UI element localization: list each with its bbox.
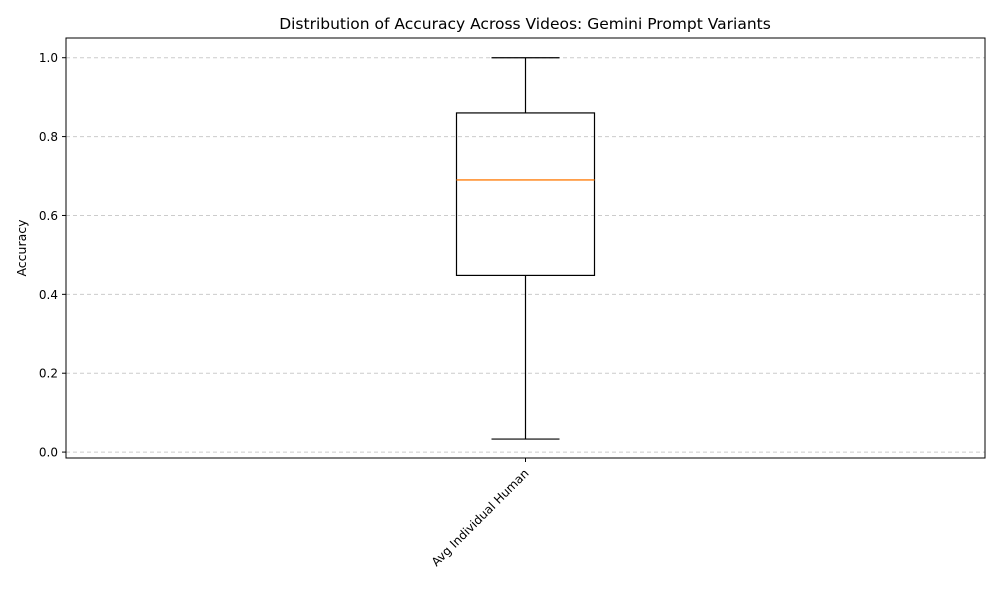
y-tick-label: 0.6 xyxy=(39,209,58,223)
x-axis-ticks: Avg Individual Human xyxy=(429,458,532,569)
iqr-box xyxy=(455,112,596,277)
y-tick-label: 0.2 xyxy=(39,367,58,381)
y-tick-label: 0.4 xyxy=(39,288,58,302)
y-axis-ticks: 0.0 0.2 0.4 0.6 0.8 1.0 xyxy=(39,51,66,460)
chart-title: Distribution of Accuracy Across Videos: … xyxy=(279,15,771,33)
box-plot-layer xyxy=(455,57,596,440)
y-tick-label: 0.0 xyxy=(39,446,58,460)
y-axis-label: Accuracy xyxy=(14,219,29,277)
y-tick-label: 0.8 xyxy=(39,130,58,144)
y-tick-label: 1.0 xyxy=(39,51,58,65)
y-gridlines xyxy=(66,57,985,453)
x-tick-label: Avg Individual Human xyxy=(429,466,532,569)
